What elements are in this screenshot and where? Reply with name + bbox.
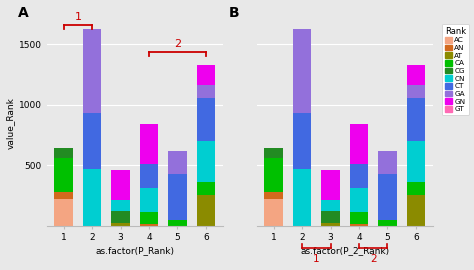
Bar (55, 192, 73, 199)
Bar (264, 192, 283, 199)
Bar (407, 182, 425, 195)
Bar (321, 223, 340, 226)
Text: 1: 1 (74, 12, 82, 22)
Bar (197, 85, 215, 97)
Bar (350, 188, 368, 212)
Bar (111, 223, 130, 226)
Bar (111, 211, 130, 223)
Bar (83, 113, 101, 169)
Bar (321, 170, 340, 200)
Bar (407, 141, 425, 182)
Bar (293, 113, 311, 169)
Bar (168, 174, 187, 220)
Bar (140, 124, 158, 164)
Bar (140, 188, 158, 212)
Bar (55, 158, 73, 192)
Bar (83, 29, 101, 113)
Bar (140, 164, 158, 188)
Text: B: B (228, 6, 239, 20)
Bar (407, 97, 425, 141)
Text: 2: 2 (174, 39, 181, 49)
Bar (83, 169, 101, 226)
Bar (197, 195, 215, 226)
Bar (55, 148, 73, 158)
Bar (197, 97, 215, 141)
Bar (378, 174, 397, 220)
X-axis label: as.factor(P_2_Rank): as.factor(P_2_Rank) (300, 247, 389, 255)
Bar (168, 220, 187, 226)
Bar (140, 224, 158, 226)
Bar (321, 200, 340, 211)
Bar (350, 212, 368, 224)
Bar (55, 199, 73, 226)
Bar (293, 169, 311, 226)
Bar (197, 65, 215, 85)
Bar (264, 199, 283, 226)
Bar (321, 211, 340, 223)
Bar (264, 148, 283, 158)
Bar (350, 124, 368, 164)
Bar (293, 29, 311, 113)
Bar (264, 158, 283, 192)
Bar (197, 141, 215, 182)
Bar (407, 65, 425, 85)
Bar (111, 170, 130, 200)
Text: A: A (18, 6, 29, 20)
Bar (350, 164, 368, 188)
Y-axis label: value_Rank: value_Rank (6, 97, 15, 149)
Text: 2: 2 (370, 254, 376, 264)
Bar (197, 182, 215, 195)
Bar (378, 220, 397, 226)
Bar (140, 212, 158, 224)
Legend: AC, AN, AT, CA, CG, CN, CT, GA, GN, GT: AC, AN, AT, CA, CG, CN, CT, GA, GN, GT (442, 24, 469, 115)
Bar (378, 151, 397, 174)
Bar (407, 195, 425, 226)
Bar (350, 224, 368, 226)
Bar (111, 200, 130, 211)
Bar (168, 151, 187, 174)
Bar (407, 85, 425, 97)
Text: 1: 1 (313, 254, 319, 264)
X-axis label: as.factor(P_Rank): as.factor(P_Rank) (95, 247, 174, 255)
